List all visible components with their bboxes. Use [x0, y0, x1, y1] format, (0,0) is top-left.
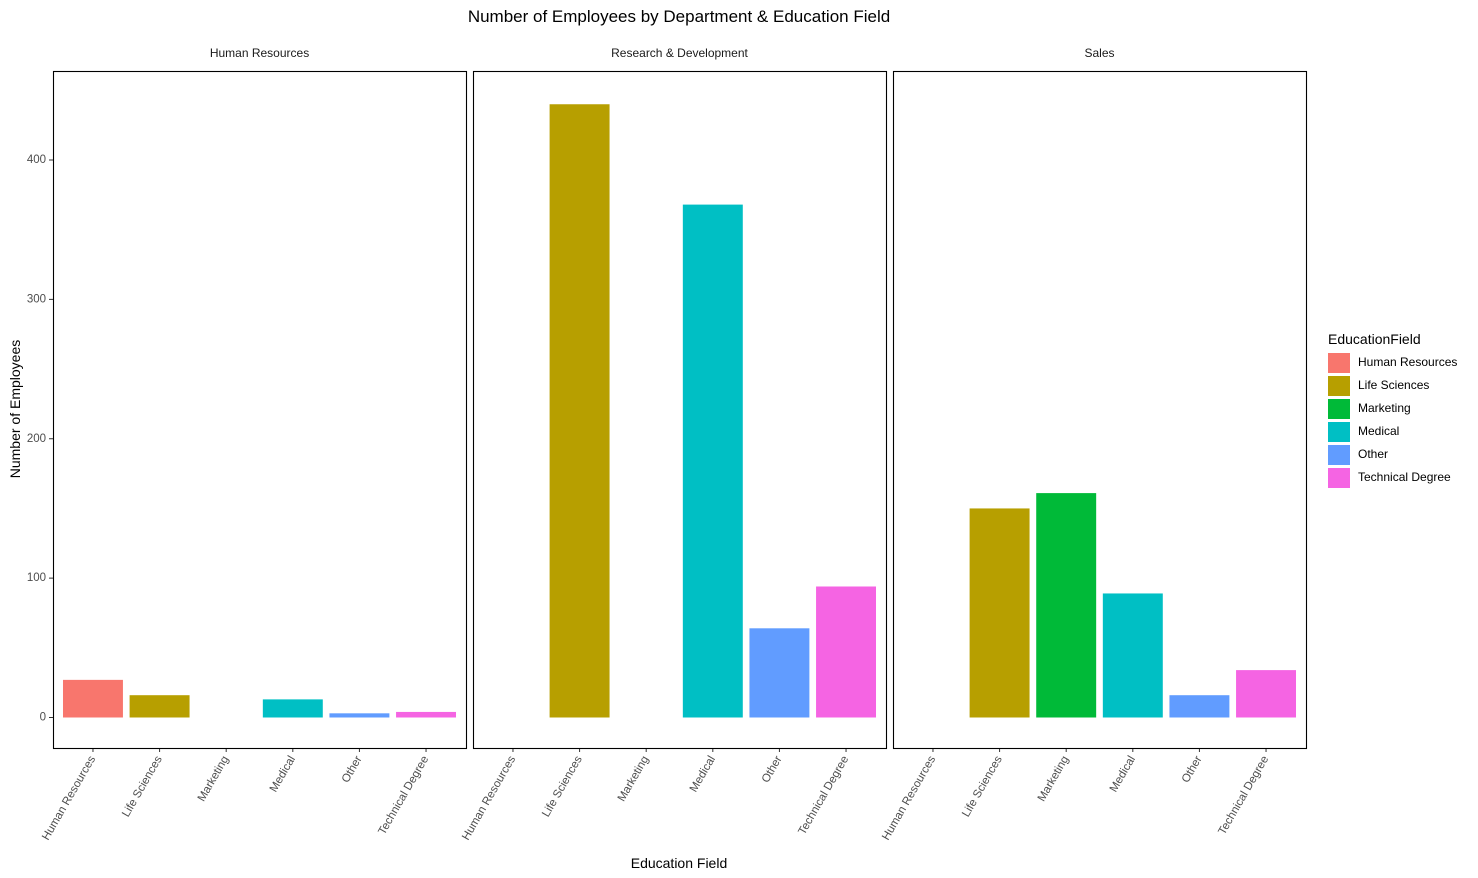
legend-label: Technical Degree	[1358, 470, 1451, 484]
facet-research-and-development: Research & Development Human Resources Lif…	[460, 46, 888, 843]
bar-human-resources-medical	[262, 699, 323, 718]
legend-swatch	[1328, 399, 1350, 419]
y-tick-label: 100	[27, 572, 46, 584]
bar-human-resources-human-resources	[62, 679, 123, 718]
bar-sales-technical-degree	[1236, 670, 1297, 718]
y-tick-label: 400	[27, 154, 46, 166]
x-tick-label: Human Resources	[880, 754, 938, 843]
legend-label: Other	[1358, 447, 1388, 461]
bar-sales-life-sciences	[969, 508, 1030, 718]
facet-strip-label: Research & Development	[611, 46, 748, 60]
bar-research-and-development-life-sciences	[549, 104, 610, 718]
facet-panels: Human Resources Human Resources Life Scien…	[40, 46, 1308, 843]
x-tick-label: Medical	[268, 754, 298, 794]
x-tick-label: Marketing	[616, 754, 652, 804]
legend-item-life-sciences: Life Sciences	[1328, 376, 1429, 396]
legend-item-medical: Medical	[1328, 422, 1399, 442]
legend-swatch	[1328, 376, 1350, 396]
y-tick-label: 200	[27, 433, 46, 445]
bar-sales-marketing	[1036, 493, 1097, 718]
panel-border	[472, 70, 888, 750]
panel-border	[892, 70, 1308, 750]
legend-label: Human Resources	[1358, 355, 1457, 369]
legend-label: Life Sciences	[1358, 378, 1429, 392]
bar-research-and-development-medical	[682, 204, 743, 718]
y-axis-title: Number of Employees	[7, 340, 23, 479]
legend-label: Marketing	[1358, 401, 1411, 415]
facet-strip-label: Human Resources	[210, 46, 309, 60]
legend-title: EducationField	[1328, 331, 1421, 347]
x-tick-label: Technical Degree	[796, 754, 851, 837]
facet-sales: Sales Human Resources Life Sciences Marketi…	[880, 46, 1308, 843]
bar-human-resources-other	[329, 713, 390, 718]
x-tick-label: Medical	[688, 754, 718, 794]
x-tick-label: Human Resources	[460, 754, 518, 843]
x-tick-label: Life Sciences	[120, 754, 165, 819]
x-tick-label: Marketing	[1036, 754, 1072, 804]
chart-title: Number of Employees by Department & Educ…	[468, 7, 890, 26]
legend-item-marketing: Marketing	[1328, 399, 1411, 419]
legend-item-human-resources: Human Resources	[1328, 353, 1457, 373]
legend-swatch	[1328, 353, 1350, 373]
legend-swatch	[1328, 422, 1350, 442]
x-tick-label: Medical	[1108, 754, 1138, 794]
y-tick-label: 300	[27, 293, 46, 305]
x-tick-label: Other	[1180, 754, 1205, 785]
legend-item-other: Other	[1328, 445, 1388, 465]
bar-human-resources-life-sciences	[129, 695, 190, 718]
x-tick-label: Technical Degree	[376, 754, 431, 837]
legend-swatch	[1328, 468, 1350, 488]
x-tick-label: Human Resources	[40, 754, 98, 843]
y-tick-label: 0	[40, 712, 46, 724]
x-tick-label: Life Sciences	[540, 754, 585, 819]
facet-strip-label: Sales	[1084, 46, 1114, 60]
legend-label: Medical	[1358, 424, 1399, 438]
panel-border	[52, 70, 468, 750]
y-axis: 0 100 200 300 400	[27, 154, 53, 724]
x-tick-label: Marketing	[196, 754, 232, 804]
x-axis-title: Education Field	[631, 855, 728, 871]
x-tick-label: Other	[760, 754, 785, 785]
bar-human-resources-technical-degree	[396, 711, 457, 718]
bar-research-and-development-technical-degree	[816, 586, 877, 718]
facet-human-resources: Human Resources Human Resources Life Scien…	[40, 46, 468, 843]
x-tick-label: Life Sciences	[960, 754, 1005, 819]
x-tick-label: Technical Degree	[1216, 754, 1271, 837]
bar-research-and-development-other	[749, 628, 810, 718]
bar-sales-medical	[1102, 593, 1163, 718]
bar-sales-other	[1169, 695, 1230, 718]
legend-item-technical-degree: Technical Degree	[1328, 468, 1451, 488]
legend-swatch	[1328, 445, 1350, 465]
x-tick-label: Other	[340, 754, 365, 785]
legend: EducationField Human Resources Life Scien…	[1328, 331, 1457, 488]
